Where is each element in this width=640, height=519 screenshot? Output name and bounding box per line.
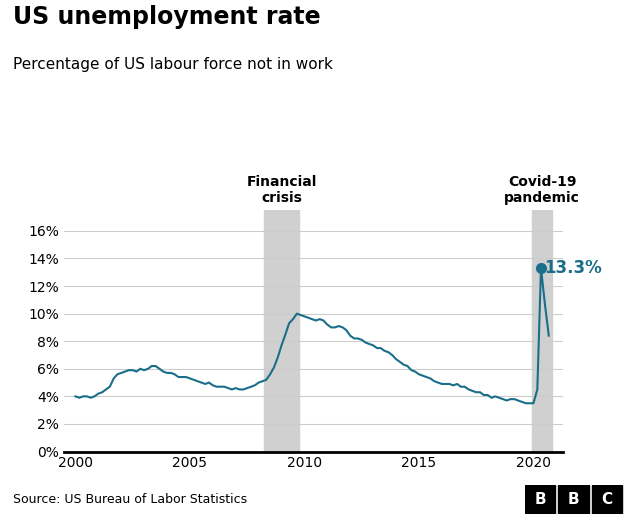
Bar [558,485,589,514]
Bar [592,485,622,514]
Text: Covid-19
pandemic: Covid-19 pandemic [504,175,580,205]
Bar [264,210,299,452]
Text: C: C [602,492,612,507]
Bar [525,485,555,514]
Text: Financial
crisis: Financial crisis [246,175,317,205]
Bar [532,210,552,452]
Text: B: B [534,492,546,507]
Text: B: B [568,492,579,507]
Text: 13.3%: 13.3% [544,259,602,277]
Text: Source: US Bureau of Labor Statistics: Source: US Bureau of Labor Statistics [13,493,247,506]
Text: US unemployment rate: US unemployment rate [13,5,321,29]
Text: Percentage of US labour force not in work: Percentage of US labour force not in wor… [13,57,333,72]
